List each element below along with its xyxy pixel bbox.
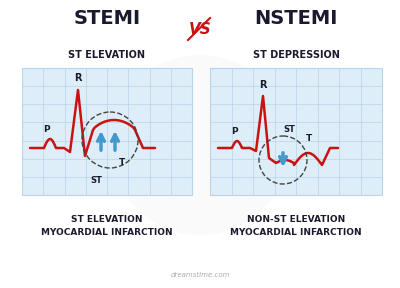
Text: ST: ST	[283, 125, 295, 134]
Text: P: P	[231, 127, 237, 136]
Text: R: R	[74, 73, 82, 83]
Text: NSTEMI: NSTEMI	[254, 9, 338, 27]
Text: dreamstime.com: dreamstime.com	[170, 272, 230, 278]
Text: ST ELEVATION: ST ELEVATION	[68, 50, 146, 60]
Text: ST: ST	[90, 176, 102, 185]
Text: VS: VS	[189, 22, 211, 37]
Text: ST ELEVATION
MYOCARDIAL INFARCTION: ST ELEVATION MYOCARDIAL INFARCTION	[41, 215, 173, 237]
Bar	[210, 68, 382, 195]
Text: STEMI: STEMI	[74, 9, 140, 27]
Text: NON-ST ELEVATION
MYOCARDIAL INFARCTION: NON-ST ELEVATION MYOCARDIAL INFARCTION	[230, 215, 362, 237]
Bar	[22, 68, 192, 195]
Text: T: T	[306, 134, 312, 143]
Text: ST DEPRESSION: ST DEPRESSION	[252, 50, 340, 60]
Text: P: P	[43, 125, 49, 134]
Circle shape	[110, 55, 290, 235]
Text: T: T	[119, 158, 125, 167]
Text: R: R	[259, 80, 267, 90]
